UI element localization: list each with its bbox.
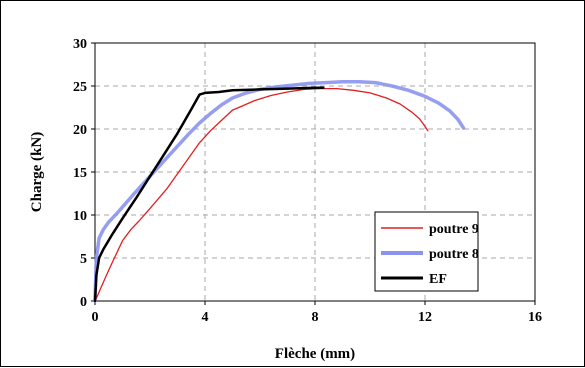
x-axis-label: Flèche (mm) xyxy=(275,346,355,362)
legend: poutre 9 poutre 8 EF xyxy=(374,211,479,292)
x-tick-label: 16 xyxy=(528,310,542,325)
series-lines xyxy=(93,79,466,303)
x-tick-label: 0 xyxy=(92,310,99,325)
x-tick-label: 8 xyxy=(312,310,319,325)
y-tick-label: 30 xyxy=(73,37,87,52)
x-tick-label: 12 xyxy=(418,310,432,325)
y-tick-label: 0 xyxy=(80,295,87,310)
y-axis-label: Charge (kN) xyxy=(29,132,45,212)
series-line-poutre-9 xyxy=(94,87,429,302)
y-tick-label: 5 xyxy=(80,252,87,267)
y-tick-label: 10 xyxy=(73,209,87,224)
y-tick-label: 25 xyxy=(73,80,87,95)
x-tick-label: 4 xyxy=(202,310,209,325)
legend-label-poutre-8: poutre 8 xyxy=(429,247,479,262)
y-tick-label: 15 xyxy=(73,166,87,181)
legend-label-poutre-9: poutre 9 xyxy=(429,222,479,237)
y-tick-label: 20 xyxy=(73,123,87,138)
legend-label-ef: EF xyxy=(429,272,447,287)
series-line-ef xyxy=(93,86,325,303)
series-line-poutre-8 xyxy=(93,79,466,303)
axis-ticks: 0 5 10 15 20 25 30 0 4 8 12 16 xyxy=(73,37,542,325)
grid-lines xyxy=(95,43,535,301)
